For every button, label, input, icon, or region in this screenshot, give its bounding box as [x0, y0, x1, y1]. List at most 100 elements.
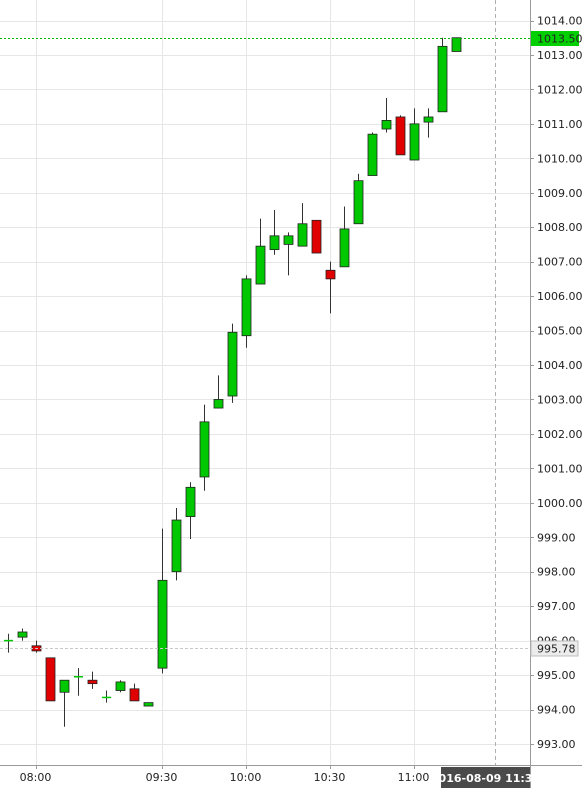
- y-tick-label: 993.00: [537, 738, 576, 751]
- candle-body: [353, 180, 364, 225]
- candle-body: [451, 37, 462, 52]
- y-axis: 993.00994.00995.00996.00997.00998.00999.…: [530, 15, 582, 751]
- candle-body: [325, 269, 336, 280]
- candle: [437, 37, 448, 113]
- candle: [45, 657, 56, 702]
- cursor-time-box: [441, 767, 530, 788]
- x-axis: 08:00 09:30 10:00 10:30 11:00 2016-08-09 11:3…: [20, 765, 541, 788]
- candle-body: [185, 486, 196, 517]
- candle-body: [437, 45, 448, 113]
- reference-price-label: 995.78: [537, 643, 576, 656]
- candle: [269, 209, 280, 255]
- candle: [325, 261, 336, 314]
- candle: [157, 528, 168, 674]
- candle: [185, 482, 196, 539]
- x-tick-label: 10:00: [230, 771, 262, 784]
- y-tick-label: 997.00: [537, 600, 576, 613]
- y-tick-label: 1006.00: [537, 290, 582, 303]
- candle-body: [395, 116, 406, 156]
- y-tick-label: 1004.00: [537, 359, 582, 372]
- candle: [283, 232, 294, 276]
- overlays: [0, 0, 530, 765]
- y-tick-label: 1012.00: [537, 83, 582, 96]
- y-tick-label: 1014.00: [537, 15, 582, 28]
- y-tick-label: 998.00: [537, 566, 576, 579]
- candle-body: [339, 228, 350, 268]
- x-tick-label: 10:30: [314, 771, 346, 784]
- candle: [74, 668, 83, 696]
- candle-body: [255, 245, 266, 285]
- x-tick-label: 11:00: [398, 771, 430, 784]
- y-tick-label: 1001.00: [537, 462, 582, 475]
- candle: [381, 98, 392, 133]
- candle-body: [59, 679, 70, 693]
- y-tick-label: 1002.00: [537, 428, 582, 441]
- candle-body: [199, 421, 210, 478]
- candle: [129, 683, 140, 702]
- candle-body: [283, 235, 294, 245]
- current-price-box: [531, 31, 579, 46]
- candle: [395, 115, 406, 156]
- candle: [87, 671, 98, 689]
- y-tick-label: 1007.00: [537, 256, 582, 269]
- candle-body: [297, 223, 308, 247]
- candle-body: [157, 579, 168, 669]
- candle-body: [227, 331, 238, 397]
- candle: [102, 690, 111, 703]
- candle: [297, 203, 308, 247]
- y-tick-label: 999.00: [537, 531, 576, 544]
- y-tick-label: 1003.00: [537, 393, 582, 406]
- candle-body: [381, 120, 392, 130]
- current-price-label: 1013.50: [537, 33, 582, 46]
- candle-body: [409, 123, 420, 161]
- candle-body: [87, 679, 98, 685]
- candle: [409, 108, 420, 161]
- candle: [423, 108, 434, 138]
- candle: [367, 132, 378, 176]
- y-tick-label: 1008.00: [537, 221, 582, 234]
- candle-body: [17, 631, 28, 638]
- candle: [4, 633, 13, 653]
- y-tick-label: 995.00: [537, 669, 576, 682]
- candle: [241, 275, 252, 348]
- y-tick-label: 1005.00: [537, 325, 582, 338]
- candles: [4, 37, 462, 727]
- candle-body: [115, 681, 126, 691]
- x-tick-label: 08:00: [20, 771, 52, 784]
- candle-body: [171, 519, 182, 573]
- candle: [143, 702, 154, 707]
- x-tick-label: 09:30: [146, 771, 178, 784]
- y-tick-label: 1010.00: [537, 152, 582, 165]
- candle: [311, 219, 322, 254]
- y-tick-label: 1009.00: [537, 187, 582, 200]
- candle: [115, 680, 126, 693]
- candle: [17, 628, 28, 641]
- candle-body: [45, 657, 56, 702]
- candle: [213, 375, 224, 409]
- candle-body: [143, 702, 154, 707]
- y-tick-label: 1013.00: [537, 49, 582, 62]
- candle: [255, 218, 266, 285]
- candle: [227, 323, 238, 403]
- y-tick-label: 1000.00: [537, 497, 582, 510]
- cursor-time-label: 2016-08-09 11:30: [431, 772, 541, 785]
- candle-body: [311, 219, 322, 254]
- candle-body: [423, 116, 434, 123]
- candle: [339, 206, 350, 268]
- y-tick-label: 1011.00: [537, 118, 582, 131]
- candle-body: [241, 278, 252, 337]
- candle-body: [129, 688, 140, 702]
- candle: [31, 640, 42, 653]
- candle-body: [269, 235, 280, 250]
- reference-price-box: [530, 640, 579, 657]
- candle: [59, 679, 70, 727]
- y-tick-label: 994.00: [537, 704, 576, 717]
- candle-body: [213, 399, 224, 409]
- candle-body: [367, 133, 378, 176]
- candle: [199, 404, 210, 491]
- candle: [171, 507, 182, 581]
- candle: [451, 37, 462, 52]
